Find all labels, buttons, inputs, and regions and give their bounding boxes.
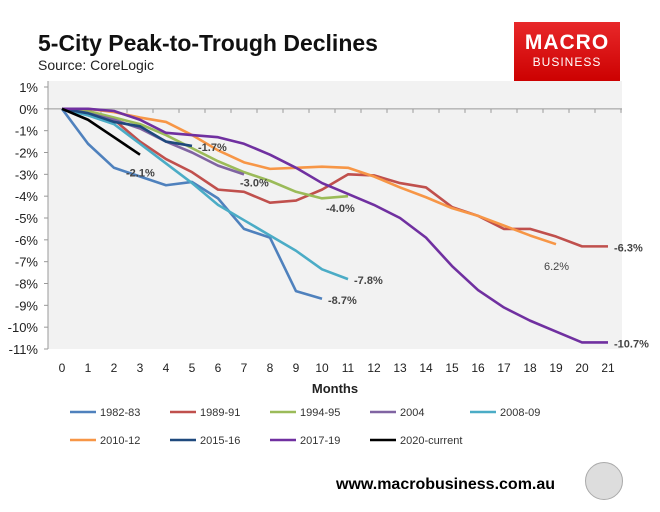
x-tick-label: 21 [601, 361, 615, 375]
series-line-2020-current [61, 107, 141, 156]
series-end-label: -1.7% [198, 142, 227, 154]
x-tick-label: 1 [85, 361, 92, 375]
legend-label: 1982-83 [100, 407, 140, 419]
x-tick-label: 10 [315, 361, 329, 375]
series-end-label: -3.0% [240, 177, 269, 189]
legend-label: 2008-09 [500, 407, 540, 419]
x-tick-label: 9 [293, 361, 300, 375]
x-tick-label: 2 [111, 361, 118, 375]
series-line-1994-95 [61, 107, 349, 200]
x-tick-label: 4 [163, 361, 170, 375]
legend-label: 2017-19 [300, 435, 340, 447]
x-tick-label: 15 [445, 361, 459, 375]
series-end-label: -4.0% [326, 203, 355, 215]
series-end-label: -7.8% [354, 275, 383, 287]
x-tick-label: 20 [575, 361, 589, 375]
series-end-label: -6.3% [614, 242, 643, 254]
y-tick-label: -8% [15, 277, 39, 292]
y-tick-label: -4% [15, 189, 39, 204]
series-end-label: -10.7% [614, 338, 649, 350]
chart-source: Source: CoreLogic [38, 57, 154, 73]
x-tick-label: 14 [419, 361, 433, 375]
series-end-label: -2.1% [126, 168, 155, 180]
legend-label: 1994-95 [300, 407, 340, 419]
x-tick-label: 0 [59, 361, 66, 375]
series-line-2017-19 [62, 107, 608, 344]
series-line-2010-12 [62, 107, 557, 246]
x-tick-label: 5 [189, 361, 196, 375]
y-tick-label: 1% [19, 80, 38, 95]
series-line-2008-09 [61, 107, 349, 281]
macrobusiness-logo: MACRO BUSINESS [514, 22, 620, 82]
series-line-1989-91 [61, 107, 608, 248]
footer-url[interactable]: www.macrobusiness.com.au [336, 476, 556, 493]
y-tick-label: -1% [15, 124, 39, 139]
y-tick-label: -9% [15, 298, 39, 313]
legend-label: 2015-16 [200, 435, 240, 447]
x-tick-label: 6 [215, 361, 222, 375]
series-line-2015-16 [61, 107, 193, 148]
y-tick-label: -7% [15, 255, 39, 270]
x-tick-label: 19 [549, 361, 563, 375]
x-tick-label: 16 [471, 361, 485, 375]
wildcat-logo-icon [585, 462, 623, 500]
legend-label: 2010-12 [100, 435, 140, 447]
legend-label: 2004 [400, 407, 424, 419]
series-end-label: 6.2% [544, 261, 569, 273]
chart-title: 5-City Peak-to-Trough Declines [38, 30, 378, 56]
legend-label: 1989-91 [200, 407, 240, 419]
y-tick-label: -6% [15, 233, 39, 248]
legend-label: 2020-current [400, 435, 462, 447]
x-axis-title: Months [312, 381, 358, 396]
x-tick-label: 12 [367, 361, 381, 375]
y-tick-label: -11% [9, 342, 39, 357]
x-tick-label: 3 [137, 361, 144, 375]
x-tick-label: 8 [267, 361, 274, 375]
series-end-label: -8.7% [328, 295, 357, 307]
x-tick-label: 13 [393, 361, 407, 375]
y-tick-label: 0% [19, 102, 38, 117]
y-tick-label: -3% [15, 167, 39, 182]
x-tick-label: 11 [342, 361, 355, 375]
x-tick-label: 7 [241, 361, 248, 375]
y-tick-label: -5% [15, 211, 39, 226]
x-tick-label: 18 [523, 361, 537, 375]
y-tick-label: -2% [15, 146, 39, 161]
x-tick-label: 17 [497, 361, 511, 375]
y-tick-label: -10% [8, 320, 39, 335]
